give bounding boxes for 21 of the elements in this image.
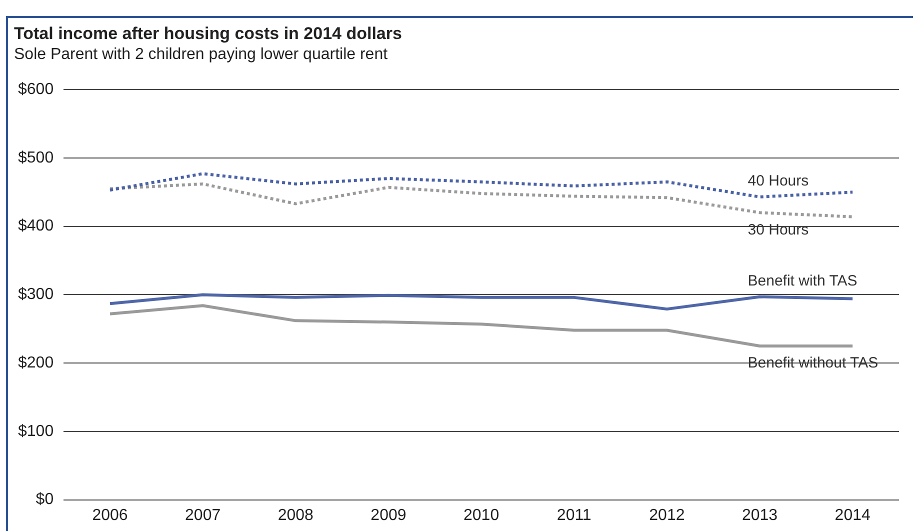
series-label: Benefit with TAS <box>748 272 858 290</box>
x-tick-label: 2009 <box>370 506 406 524</box>
x-tick-label: 2014 <box>834 506 870 524</box>
y-tick-label: $300 <box>18 286 54 304</box>
series-label: 40 Hours <box>748 172 809 190</box>
chart-title: Total income after housing costs in 2014 dollars <box>14 24 402 44</box>
y-tick-label: $600 <box>18 81 54 98</box>
y-tick-label: $100 <box>18 422 54 440</box>
x-tick-label: 2007 <box>185 506 221 524</box>
y-tick-label: $0 <box>36 491 54 508</box>
x-tick-label: 2012 <box>649 506 685 524</box>
x-tick-label: 2006 <box>92 506 128 524</box>
y-tick-label: $500 <box>18 149 54 166</box>
x-tick-label: 2010 <box>464 506 500 524</box>
y-tick-label: $200 <box>18 354 54 372</box>
x-tick-label: 2008 <box>278 506 314 524</box>
chart-subtitle: Sole Parent with 2 children paying lower quartile rent <box>14 46 388 64</box>
y-tick-label: $400 <box>18 218 54 235</box>
line-series <box>108 172 854 198</box>
x-tick-label: 2011 <box>556 506 592 524</box>
x-tick-label: 2013 <box>742 506 778 524</box>
